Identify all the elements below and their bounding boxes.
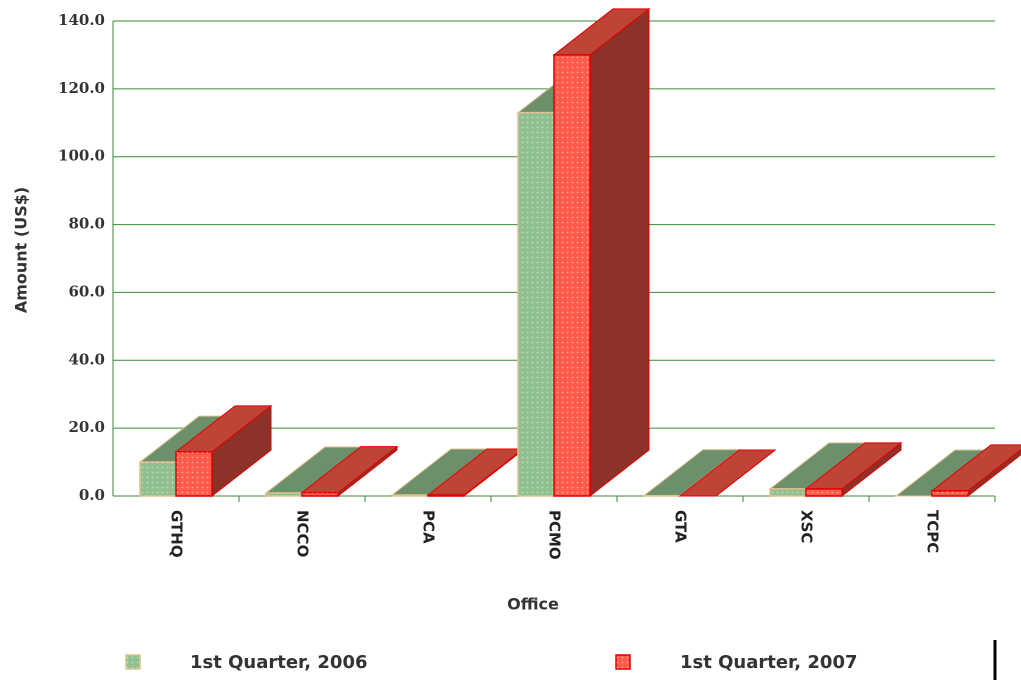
y-tick-label: 120.0 <box>58 79 105 97</box>
x-tick-label: GTHQ <box>168 510 186 558</box>
x-tick-label: GTA <box>672 510 690 543</box>
x-tick-label: PCMO <box>546 510 564 560</box>
bar-pattern <box>770 488 806 496</box>
legend-swatch-pattern <box>126 655 140 669</box>
bar-pattern <box>554 54 590 497</box>
y-axis-title: Amount (US$) <box>12 187 31 313</box>
y-tick-label: 0.0 <box>79 486 105 504</box>
bar-3d <box>804 441 903 498</box>
bar-side <box>589 7 650 498</box>
bar-3d <box>552 7 651 498</box>
bar-pattern <box>176 451 212 496</box>
y-tick-label: 80.0 <box>68 215 105 233</box>
bar-3d <box>930 444 1021 498</box>
bar-pattern <box>932 490 968 496</box>
y-tick-label: 100.0 <box>58 147 105 165</box>
bar-pattern <box>392 494 428 496</box>
x-axis-title: Office <box>507 595 559 614</box>
legend-label: 1st Quarter, 2007 <box>680 652 858 673</box>
x-tick-label: NCCO <box>294 510 312 557</box>
y-tick-label: 140.0 <box>58 11 105 29</box>
y-tick-label: 20.0 <box>68 418 105 436</box>
bar-pattern <box>518 112 554 496</box>
x-tick-label: XSC <box>798 510 816 543</box>
bar-3d <box>300 445 399 498</box>
bar-3d <box>678 449 777 497</box>
bar-3d <box>174 404 273 498</box>
bar-pattern <box>266 492 302 496</box>
bar-pattern <box>428 494 464 496</box>
legend-label: 1st Quarter, 2006 <box>190 652 368 673</box>
x-tick-label: TCPC <box>924 510 942 553</box>
y-tick-label: 40.0 <box>68 350 105 368</box>
bar-pattern <box>302 492 338 496</box>
x-tick-label: PCA <box>420 510 438 544</box>
bar-pattern <box>140 462 176 496</box>
bar-top <box>678 449 777 497</box>
bar-3d <box>426 447 525 498</box>
bar-pattern <box>806 488 842 496</box>
legend-swatch-pattern <box>616 655 630 669</box>
y-tick-label: 60.0 <box>68 282 105 300</box>
